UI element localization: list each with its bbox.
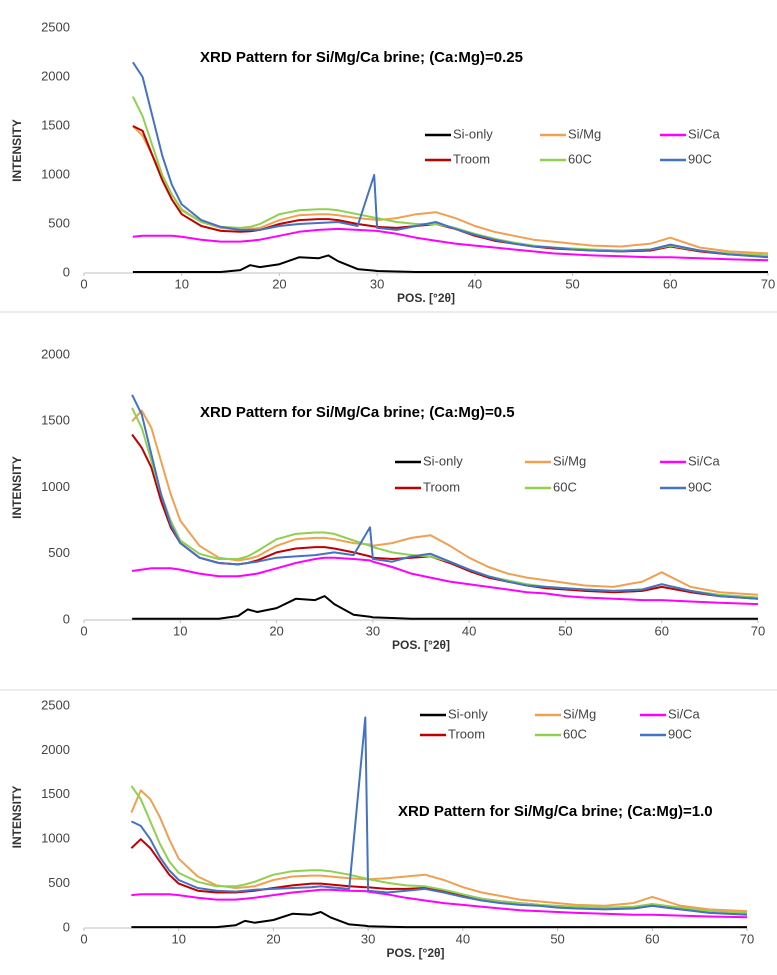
x-tick-label: 30 xyxy=(370,276,384,291)
series-line xyxy=(132,125,769,255)
x-axis-title: POS. [°2θ] xyxy=(397,291,455,305)
y-tick-label: 0 xyxy=(63,611,70,626)
x-tick-label: 40 xyxy=(468,276,482,291)
series-line xyxy=(131,888,748,919)
legend-label: 90C xyxy=(688,479,712,494)
y-axis-title: INTENSITY xyxy=(10,786,24,849)
legend-label: Si/Ca xyxy=(688,126,721,141)
y-tick-label: 1000 xyxy=(41,166,70,181)
y-tick-label: 2000 xyxy=(41,68,70,83)
x-tick-label: 10 xyxy=(174,276,188,291)
x-tick-label: 50 xyxy=(558,623,572,638)
chart-title: XRD Pattern for Si/Mg/Ca brine; (Ca:Mg)=… xyxy=(398,803,713,820)
x-tick-label: 40 xyxy=(456,931,470,946)
legend-label: Si-only xyxy=(448,706,488,721)
legend-label: Si/Mg xyxy=(563,706,596,721)
chart-title: XRD Pattern for Si/Mg/Ca brine; (Ca:Mg)=… xyxy=(200,49,523,66)
x-tick-label: 60 xyxy=(645,931,659,946)
y-tick-label: 500 xyxy=(48,875,70,890)
legend-label: 60C xyxy=(553,479,577,494)
y-tick-label: 1500 xyxy=(41,786,70,801)
x-tick-label: 20 xyxy=(272,276,286,291)
x-tick-label: 0 xyxy=(80,276,87,291)
x-tick-label: 0 xyxy=(80,623,87,638)
y-tick-label: 0 xyxy=(63,264,70,279)
x-tick-label: 70 xyxy=(740,931,754,946)
legend-label: Si/Mg xyxy=(568,126,601,141)
legend-label: Si-only xyxy=(453,126,493,141)
chart-title: XRD Pattern for Si/Mg/Ca brine; (Ca:Mg)=… xyxy=(200,404,515,421)
series-line xyxy=(131,409,759,596)
x-tick-label: 10 xyxy=(173,623,187,638)
legend-label: Si/Mg xyxy=(553,453,586,468)
x-tick-label: 30 xyxy=(361,931,375,946)
x-tick-label: 10 xyxy=(171,931,185,946)
legend-label: Troom xyxy=(423,479,460,494)
x-tick-label: 70 xyxy=(751,623,765,638)
legend-label: 60C xyxy=(563,726,587,741)
y-tick-label: 0 xyxy=(63,919,70,934)
series-line xyxy=(131,407,759,599)
x-tick-label: 40 xyxy=(462,623,476,638)
legend-label: Si-only xyxy=(423,453,463,468)
series-line xyxy=(132,254,768,273)
series-line xyxy=(132,227,769,262)
y-tick-label: 2500 xyxy=(41,19,70,34)
legend-label: Troom xyxy=(453,151,490,166)
y-tick-label: 500 xyxy=(48,545,70,560)
x-tick-label: 50 xyxy=(565,276,579,291)
series-line xyxy=(131,556,759,606)
series-line xyxy=(132,61,769,259)
series-line xyxy=(131,911,747,929)
x-axis-title: POS. [°2θ] xyxy=(392,638,450,652)
y-tick-label: 2000 xyxy=(41,346,70,361)
x-tick-label: 20 xyxy=(266,931,280,946)
x-tick-label: 60 xyxy=(654,623,668,638)
series-line xyxy=(130,785,748,914)
x-tick-label: 30 xyxy=(366,623,380,638)
x-tick-label: 0 xyxy=(80,931,87,946)
x-tick-label: 20 xyxy=(269,623,283,638)
x-axis-title: POS. [°2θ] xyxy=(387,946,445,960)
legend-label: 60C xyxy=(568,151,592,166)
x-tick-label: 50 xyxy=(550,931,564,946)
legend-label: Si/Ca xyxy=(688,453,721,468)
series-line xyxy=(132,125,769,258)
x-tick-label: 60 xyxy=(663,276,677,291)
y-tick-label: 500 xyxy=(48,215,70,230)
y-tick-label: 1500 xyxy=(41,413,70,428)
legend-label: Si/Ca xyxy=(668,706,701,721)
series-line xyxy=(131,394,759,600)
y-axis-title: INTENSITY xyxy=(10,119,24,182)
y-tick-label: 2500 xyxy=(41,697,70,712)
legend-label: Troom xyxy=(448,726,485,741)
y-tick-label: 1000 xyxy=(41,479,70,494)
series-line xyxy=(130,716,748,916)
y-tick-label: 1000 xyxy=(41,831,70,846)
y-tick-label: 1500 xyxy=(41,117,70,132)
series-line xyxy=(132,595,758,620)
legend-label: 90C xyxy=(688,151,712,166)
legend-label: 90C xyxy=(668,726,692,741)
y-axis-title: INTENSITY xyxy=(10,456,24,519)
x-tick-label: 70 xyxy=(761,276,775,291)
y-tick-label: 2000 xyxy=(41,742,70,757)
